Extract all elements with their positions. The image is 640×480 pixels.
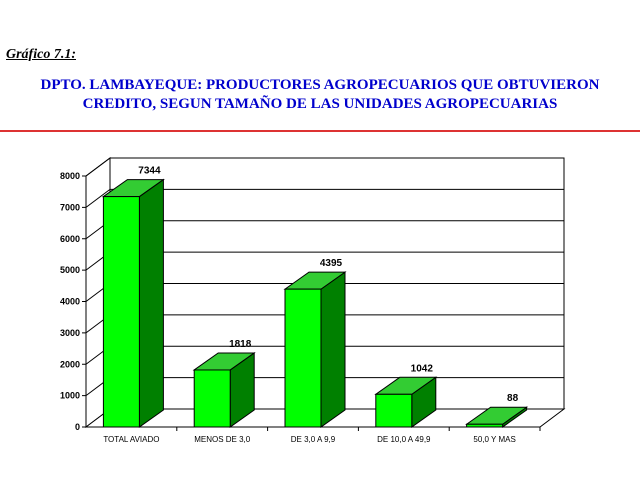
y-tick-label: 4000 — [60, 297, 80, 307]
bar-side — [320, 271, 346, 428]
x-tick-label: TOTAL AVIADO — [103, 435, 159, 444]
data-label: 7344 — [138, 166, 161, 177]
x-tick-label: DE 3,0 A 9,9 — [291, 435, 336, 444]
data-label: 1818 — [229, 339, 252, 350]
y-tick-label: 2000 — [60, 359, 80, 369]
gridline-side — [85, 188, 111, 208]
bar — [193, 369, 231, 428]
y-tick-label: 7000 — [60, 202, 80, 212]
y-tick-label: 6000 — [60, 234, 80, 244]
bar — [466, 423, 504, 428]
data-label: 4395 — [320, 258, 343, 269]
y-tick-label: 0 — [75, 422, 80, 432]
bar-side — [138, 178, 164, 428]
x-tick-label: MENOS DE 3,0 — [194, 435, 251, 444]
y-tick-label: 3000 — [60, 328, 80, 338]
y-tick-label: 8000 — [60, 171, 80, 181]
gridline-side — [85, 157, 111, 177]
bar — [284, 288, 322, 428]
x-tick-label: 50,0 Y MAS — [473, 435, 515, 444]
x-tick-label: DE 10,0 A 49,9 — [377, 435, 431, 444]
bar — [102, 196, 140, 428]
y-tick-label: 1000 — [60, 391, 80, 401]
data-label: 88 — [507, 393, 519, 404]
bar — [375, 393, 413, 428]
figure-label: Gráfico 7.1: — [6, 47, 76, 62]
chart-title-line-1: DPTO. LAMBAYEQUE: PRODUCTORES AGROPECUAR… — [40, 77, 600, 93]
y-tick-label: 5000 — [60, 265, 80, 275]
title-divider — [0, 130, 640, 132]
data-label: 1042 — [411, 363, 434, 374]
chart-title-line-2: CREDITO, SEGUN TAMAÑO DE LAS UNIDADES AG… — [82, 96, 558, 112]
